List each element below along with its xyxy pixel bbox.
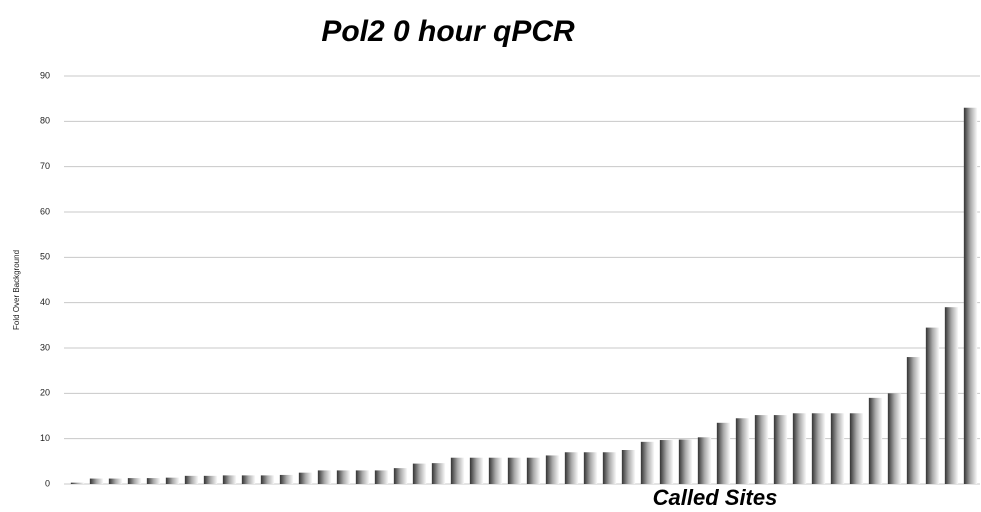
- bar: [260, 475, 275, 484]
- bar: [887, 393, 902, 484]
- bar: [298, 472, 313, 484]
- y-tick-label: 50: [40, 252, 50, 262]
- bar: [108, 478, 123, 484]
- bar: [925, 327, 940, 484]
- bar: [507, 457, 522, 484]
- bar: [70, 482, 85, 484]
- bar: [906, 357, 921, 484]
- y-tick-label: 80: [40, 116, 50, 126]
- bar: [89, 478, 104, 484]
- y-tick-label: 0: [45, 478, 50, 488]
- y-tick-label: 70: [40, 161, 50, 171]
- bar: [659, 440, 674, 484]
- bar: [944, 307, 959, 484]
- y-axis-label: Fold Over Background: [12, 250, 21, 330]
- bar: [165, 477, 180, 484]
- bar: [545, 455, 560, 484]
- bar: [621, 450, 636, 484]
- bar: [317, 470, 332, 484]
- bar: [811, 413, 826, 484]
- bar: [792, 413, 807, 484]
- y-tick-label: 10: [40, 433, 50, 443]
- y-tick-label: 20: [40, 388, 50, 398]
- bar: [127, 478, 142, 484]
- bar: [868, 397, 883, 484]
- bar: [431, 463, 446, 484]
- bar: [754, 415, 769, 484]
- x-axis-label: Called Sites: [653, 485, 778, 510]
- bar: [735, 418, 750, 484]
- bar: [849, 413, 864, 484]
- bar: [640, 441, 655, 484]
- y-tick-label: 60: [40, 206, 50, 216]
- bar: [773, 415, 788, 484]
- bar: [336, 470, 351, 484]
- bar: [469, 457, 484, 484]
- bar: [146, 478, 161, 484]
- bar: [564, 452, 579, 484]
- chart-title: Pol2 0 hour qPCR: [321, 15, 575, 48]
- bar: [488, 457, 503, 484]
- bar: [697, 437, 712, 484]
- y-tick-label: 30: [40, 342, 50, 352]
- bar: [602, 452, 617, 484]
- bar: [526, 457, 541, 484]
- bar: [279, 474, 294, 484]
- bar: [830, 413, 845, 484]
- bar: [203, 475, 218, 484]
- bar: [450, 457, 465, 484]
- bar: [583, 452, 598, 484]
- bar: [393, 468, 408, 484]
- bar: [184, 475, 199, 484]
- bar: [374, 470, 389, 484]
- bar: [678, 439, 693, 484]
- bar: [963, 107, 978, 484]
- bar: [716, 422, 731, 484]
- bar: [222, 475, 237, 484]
- y-tick-label: 90: [40, 70, 50, 80]
- y-tick-label: 40: [40, 297, 50, 307]
- bar: [355, 470, 370, 484]
- bar: [412, 463, 427, 484]
- bar: [241, 475, 256, 484]
